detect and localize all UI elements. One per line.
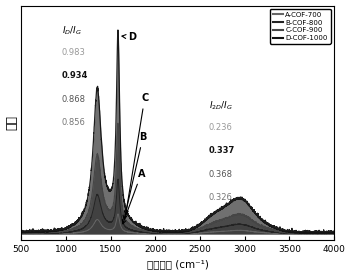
Text: 0.856: 0.856	[62, 118, 86, 127]
Text: 0.983: 0.983	[62, 48, 86, 57]
Text: $\mathit{I}_D/\mathit{I}_G$: $\mathit{I}_D/\mathit{I}_G$	[62, 24, 82, 37]
Text: $\mathit{I}_{2D}/\mathit{I}_G$: $\mathit{I}_{2D}/\mathit{I}_G$	[209, 99, 233, 112]
Text: D: D	[122, 32, 137, 42]
X-axis label: 拉曼位移 (cm⁻¹): 拉曼位移 (cm⁻¹)	[147, 259, 208, 270]
Text: B: B	[123, 132, 147, 219]
Text: 0.934: 0.934	[62, 71, 88, 80]
Text: C: C	[124, 94, 148, 215]
Text: 0.326: 0.326	[209, 193, 233, 202]
Y-axis label: 强度: 强度	[6, 115, 19, 130]
Text: 0.868: 0.868	[62, 95, 86, 104]
Text: 0.337: 0.337	[209, 146, 235, 155]
Text: A: A	[122, 169, 145, 224]
Legend: A-COF-700, B-COF-800, C-COF-900, D-COF-1000: A-COF-700, B-COF-800, C-COF-900, D-COF-1…	[270, 9, 331, 44]
Text: 0.236: 0.236	[209, 123, 233, 132]
Text: 0.368: 0.368	[209, 170, 233, 179]
